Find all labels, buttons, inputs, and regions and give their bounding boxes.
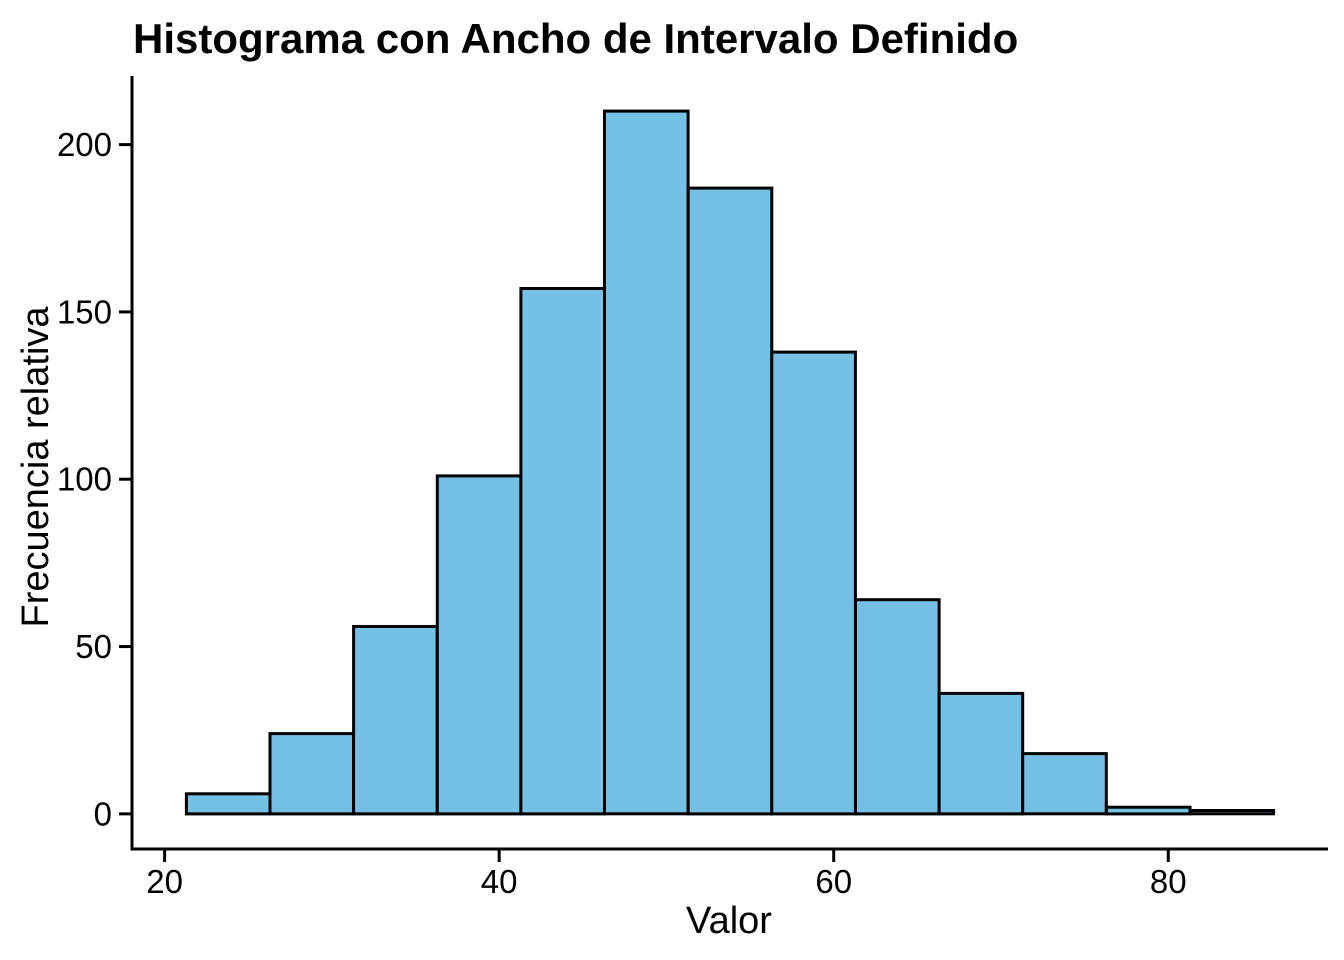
histogram-bar [268, 732, 356, 816]
y-tick-label: 50 [75, 628, 112, 665]
x-tick-label: 40 [481, 863, 518, 900]
histogram-bar [686, 186, 774, 816]
x-tick-label: 20 [146, 863, 183, 900]
histogram-bar [854, 598, 941, 816]
histogram-bar [184, 792, 272, 816]
histogram-bar [770, 350, 857, 816]
histogram-bar [435, 474, 523, 816]
x-tick-label: 80 [1150, 863, 1187, 900]
y-axis-title: Frecuencia relativa [15, 306, 57, 628]
x-tick-label: 60 [815, 863, 852, 900]
y-tick-label: 200 [57, 126, 112, 163]
x-axis-title: Valor [686, 900, 772, 942]
histogram-bar [352, 625, 439, 816]
histogram-bar [937, 691, 1025, 816]
bars-group [184, 109, 1276, 816]
y-axis-ticks-group: 0 50 100 150 200 [57, 126, 132, 832]
histogram-bar [1104, 805, 1192, 816]
y-tick-label: 150 [57, 293, 112, 330]
histogram-bar [603, 109, 690, 816]
histogram-bar [1021, 752, 1108, 816]
y-tick-label: 0 [94, 795, 112, 832]
histogram-bar [519, 287, 607, 816]
chart-title: Histograma con Ancho de Intervalo Defini… [133, 15, 1018, 62]
x-axis-ticks-group: 20 40 60 80 [146, 849, 1187, 900]
histogram-bar [1188, 809, 1276, 816]
y-tick-label: 100 [57, 461, 112, 498]
